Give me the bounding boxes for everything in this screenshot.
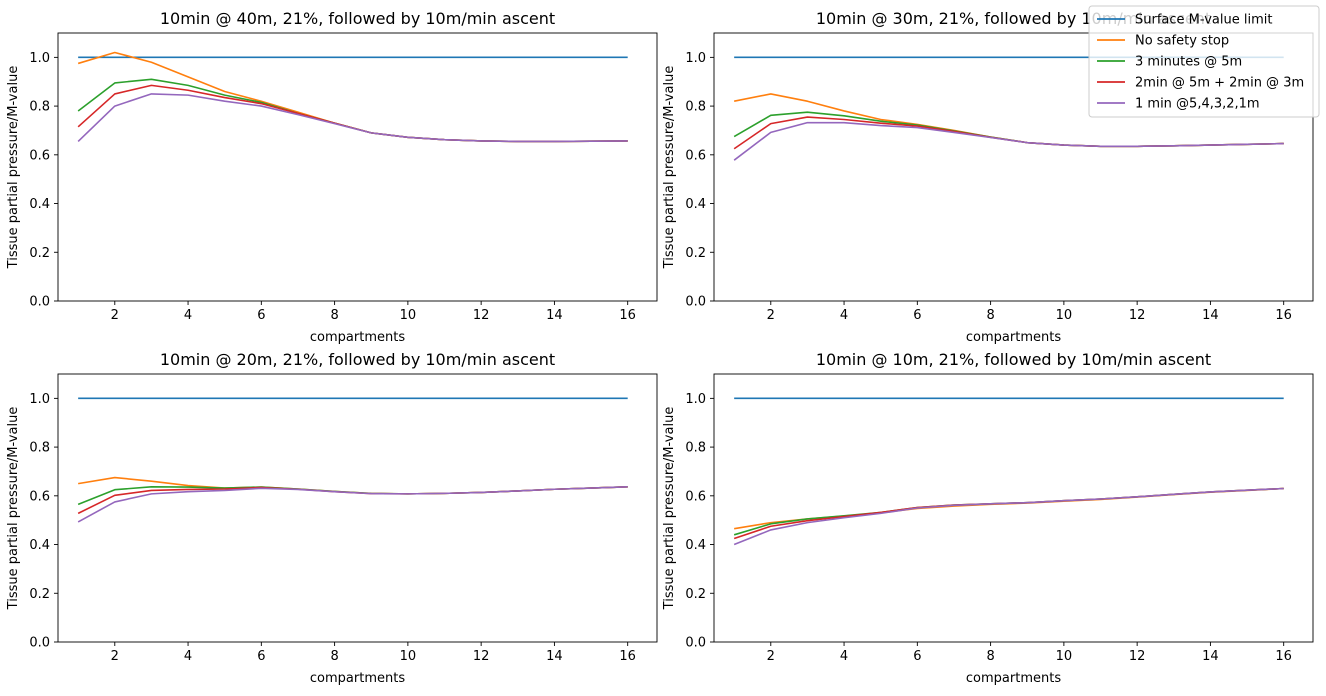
- y-tick-label: 0.0: [29, 295, 50, 310]
- chart-title: 10min @ 10m, 21%, followed by 10m/min as…: [816, 350, 1211, 369]
- y-tick-label: 0.2: [29, 246, 50, 261]
- x-tick-label: 2: [111, 649, 119, 664]
- x-tick-label: 4: [840, 649, 848, 664]
- x-axis-label: compartments: [966, 671, 1061, 686]
- y-axis-label: Tissue partial pressure/M-value: [662, 66, 677, 270]
- legend-entry-2: No safety stop: [1097, 34, 1229, 49]
- series-line-5: [77, 93, 628, 143]
- legend-entry-3: 3 minutes @ 5m: [1097, 55, 1242, 70]
- x-tick-label: 8: [330, 308, 338, 323]
- x-tick-label: 10: [1056, 649, 1073, 664]
- x-tick-label: 6: [913, 308, 921, 323]
- series-line-5: [733, 487, 1284, 546]
- x-tick-label: 2: [111, 308, 119, 323]
- subplot-4: 2 4 6 8 10 12 14 16 0.0 0.2 0.4 0.6 0.8 1.0 10min @ 10…: [662, 350, 1314, 686]
- x-tick-label: 6: [913, 649, 921, 664]
- x-tick-label: 2: [767, 308, 775, 323]
- y-tick-label: 0.2: [685, 587, 706, 602]
- y-axis-label: Tissue partial pressure/M-value: [662, 407, 677, 611]
- series-line-2: [78, 476, 628, 495]
- y-tick-label: 0.8: [29, 441, 50, 456]
- x-axis-label: compartments: [310, 330, 405, 345]
- x-tick-label: 16: [619, 649, 636, 664]
- y-tick-label: 0.4: [29, 538, 50, 553]
- legend-entry-1: Surface M-value limit: [1097, 13, 1272, 28]
- x-tick-label: 2: [767, 649, 775, 664]
- y-tick-label: 1.0: [29, 51, 50, 66]
- series-line-2: [734, 487, 1284, 530]
- series-line-4: [77, 486, 628, 515]
- x-tick-label: 14: [1202, 649, 1219, 664]
- y-tick-label: 0.4: [685, 197, 706, 212]
- x-tick-label: 10: [400, 308, 417, 323]
- y-tick-label: 0.8: [29, 100, 50, 115]
- y-tick-label: 0.0: [685, 636, 706, 651]
- x-tick-label: 16: [619, 308, 636, 323]
- series-line-5: [77, 486, 628, 523]
- legend-label: 3 minutes @ 5m: [1135, 55, 1242, 70]
- y-axis-label: Tissue partial pressure/M-value: [6, 66, 21, 270]
- axes-frame: [57, 373, 658, 643]
- x-tick-label: 4: [184, 308, 192, 323]
- axes-frame: [713, 32, 1314, 302]
- x-axis-label: compartments: [310, 671, 405, 686]
- y-tick-label: 1.0: [685, 51, 706, 66]
- x-tick-label: 4: [184, 649, 192, 664]
- x-tick-label: 8: [986, 308, 994, 323]
- series-line-3: [77, 78, 628, 143]
- x-tick-label: 12: [1129, 308, 1146, 323]
- series-line-4: [733, 116, 1284, 150]
- y-tick-label: 0.4: [29, 197, 50, 212]
- series-line-4: [733, 487, 1284, 540]
- x-tick-label: 8: [330, 649, 338, 664]
- y-tick-label: 1.0: [685, 392, 706, 407]
- y-tick-label: 0.6: [29, 489, 50, 504]
- series-line-5: [733, 121, 1284, 161]
- x-axis-label: compartments: [966, 330, 1061, 345]
- legend-box: [1088, 5, 1320, 118]
- x-tick-label: 12: [473, 649, 490, 664]
- x-tick-label: 6: [257, 649, 265, 664]
- subplot-3: 2 4 6 8 10 12 14 16 0.0 0.2 0.4 0.6 0.8 1.0 10min @ 20…: [6, 350, 658, 686]
- y-tick-label: 1.0: [29, 392, 50, 407]
- axes-frame: [57, 32, 658, 302]
- x-tick-label: 6: [257, 308, 265, 323]
- y-tick-label: 0.2: [685, 246, 706, 261]
- legend-entry-5: 1 min @5,4,3,2,1m: [1097, 97, 1260, 112]
- x-tick-label: 10: [400, 649, 417, 664]
- y-tick-label: 0.0: [29, 636, 50, 651]
- x-tick-label: 14: [1202, 308, 1219, 323]
- y-axis-label: Tissue partial pressure/M-value: [6, 407, 21, 611]
- x-tick-label: 10: [1056, 308, 1073, 323]
- y-tick-label: 0.8: [685, 441, 706, 456]
- y-tick-label: 0.4: [685, 538, 706, 553]
- chart-title: 10min @ 20m, 21%, followed by 10m/min as…: [160, 350, 555, 369]
- chart-title: 10min @ 40m, 21%, followed by 10m/min as…: [160, 9, 555, 28]
- x-tick-label: 14: [546, 649, 563, 664]
- legend-label: No safety stop: [1135, 34, 1229, 49]
- legend-label: 2min @ 5m + 2min @ 3m: [1135, 76, 1304, 91]
- x-tick-label: 12: [1129, 649, 1146, 664]
- x-tick-label: 16: [1275, 308, 1292, 323]
- y-tick-label: 0.6: [685, 148, 706, 163]
- legend: Surface M-value limit No safety stop 3 min…: [1088, 5, 1320, 118]
- x-tick-label: 4: [840, 308, 848, 323]
- legend-label: 1 min @5,4,3,2,1m: [1135, 97, 1260, 112]
- y-tick-label: 0.6: [29, 148, 50, 163]
- legend-entry-4: 2min @ 5m + 2min @ 3m: [1097, 76, 1304, 91]
- x-tick-label: 16: [1275, 649, 1292, 664]
- axes-frame: [713, 373, 1314, 643]
- y-tick-label: 0.8: [685, 100, 706, 115]
- legend-label: Surface M-value limit: [1135, 13, 1272, 28]
- x-tick-label: 8: [986, 649, 994, 664]
- y-tick-label: 0.0: [685, 295, 706, 310]
- x-tick-label: 14: [546, 308, 563, 323]
- subplot-1: 2 4 6 8 10 12 14 16 0.0 0.2 0.4 0.6 0.8 1.0 10min @ 40…: [6, 9, 658, 345]
- y-tick-label: 0.6: [685, 489, 706, 504]
- subplots-grid: 2 4 6 8 10 12 14 16 0.0 0.2 0.4 0.6 0.8 1.0 10min @ 40…: [6, 9, 1314, 686]
- y-tick-label: 0.2: [29, 587, 50, 602]
- x-tick-label: 12: [473, 308, 490, 323]
- series-line-3: [733, 487, 1284, 536]
